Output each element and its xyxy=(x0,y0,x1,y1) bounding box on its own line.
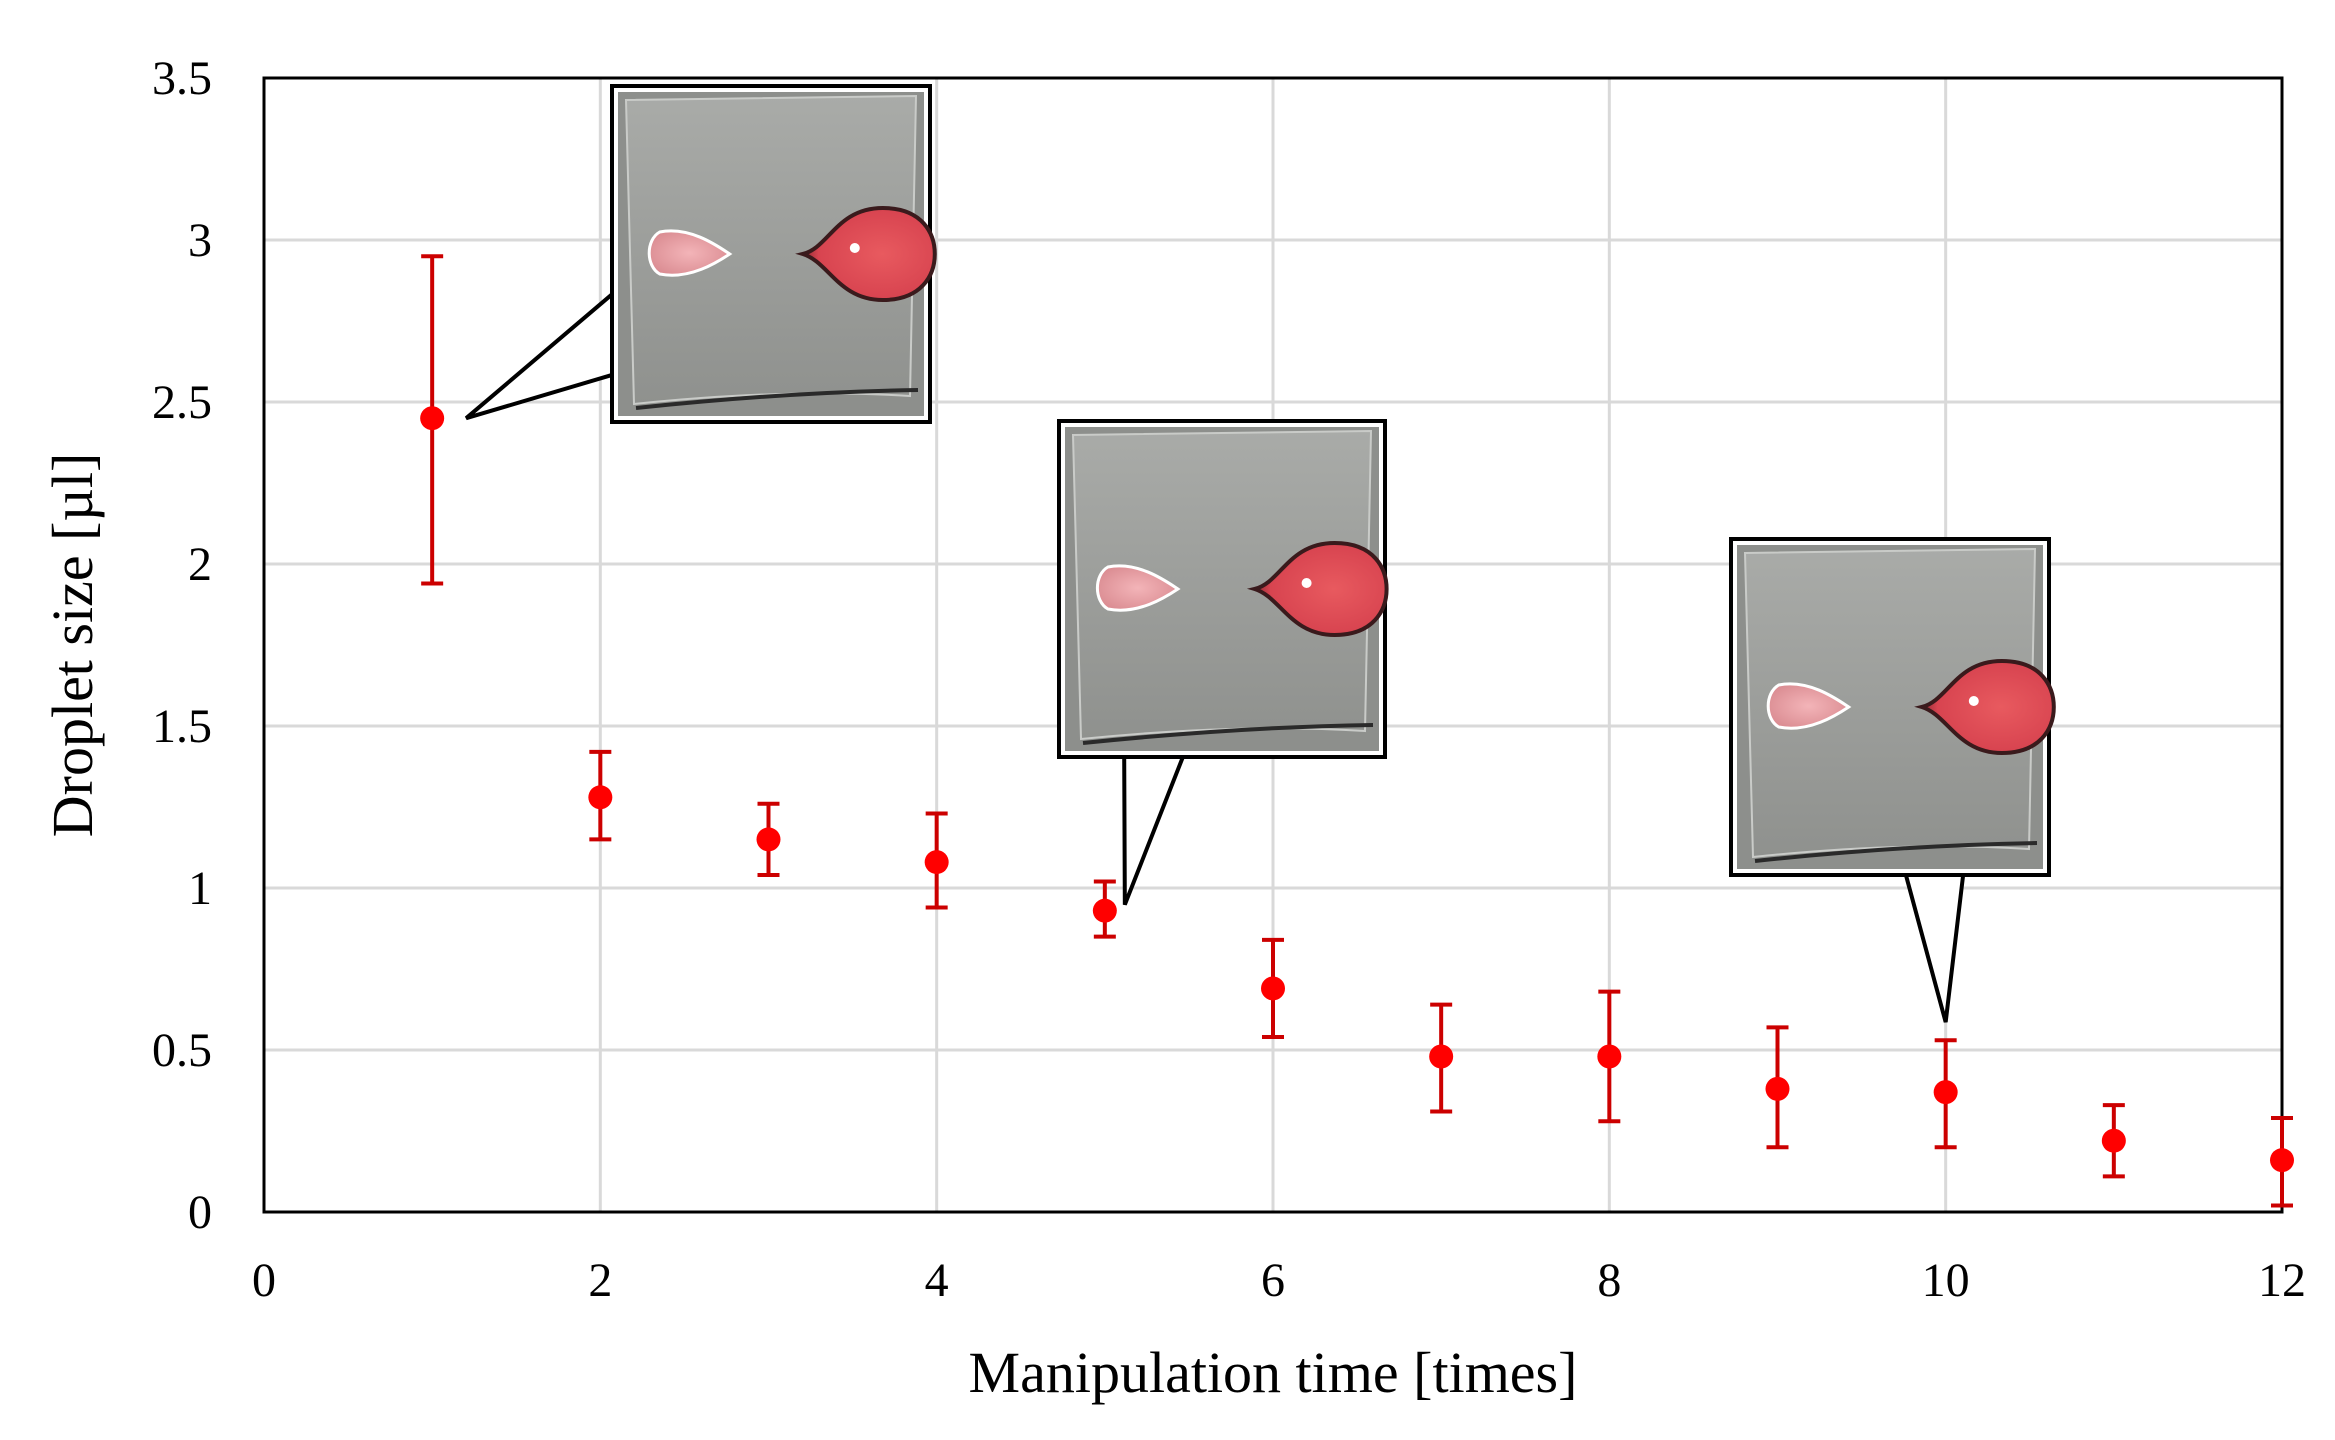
data-point xyxy=(588,785,613,810)
y-tick-label: 2 xyxy=(188,538,212,591)
y-axis-ticks: 0 0.5 1 1.5 2 2.5 3 3.5 xyxy=(152,52,212,1239)
x-tick-label: 8 xyxy=(1597,1254,1621,1307)
large-droplet xyxy=(795,205,937,303)
slide-edge-shadow xyxy=(1082,723,1374,745)
x-tick-label: 6 xyxy=(1261,1254,1285,1307)
x-tick-label: 2 xyxy=(588,1254,612,1307)
droplet-highlight xyxy=(1301,578,1312,588)
data-point xyxy=(1597,1044,1622,1069)
y-tick-label: 0.5 xyxy=(152,1024,212,1077)
large-droplet xyxy=(1246,540,1389,638)
data-point xyxy=(2270,1148,2294,1173)
y-tick-label: 1.5 xyxy=(152,700,212,753)
data-point xyxy=(756,827,781,852)
slide-edge-shadow xyxy=(1754,841,2038,863)
callout-pointer xyxy=(464,289,614,421)
photo-inset xyxy=(1057,419,1389,906)
small-droplet xyxy=(647,229,733,277)
data-point xyxy=(1429,1044,1454,1069)
y-tick-label: 2.5 xyxy=(152,376,212,429)
photo-insets xyxy=(464,84,2056,1023)
data-points xyxy=(420,406,2294,1173)
y-tick-label: 0 xyxy=(188,1186,212,1239)
x-axis-ticks: 0 2 4 6 8 10 12 xyxy=(252,1254,2306,1307)
x-tick-label: 4 xyxy=(925,1254,949,1307)
x-tick-label: 10 xyxy=(1922,1254,1970,1307)
y-tick-label: 3.5 xyxy=(152,52,212,105)
small-droplet xyxy=(1766,682,1852,730)
callout-pointer xyxy=(1903,873,1966,1023)
droplet-highlight xyxy=(1968,696,1979,706)
y-tick-label: 3 xyxy=(188,214,212,267)
plot-area-frame xyxy=(262,76,2284,1214)
data-point xyxy=(1933,1080,1958,1105)
photo-inset xyxy=(1729,537,2056,1023)
callout-pointer xyxy=(1122,755,1186,906)
y-tick-label: 1 xyxy=(188,862,212,915)
droplet-highlight xyxy=(849,243,860,253)
data-point xyxy=(924,850,949,875)
small-droplet xyxy=(1095,564,1181,612)
photo-inset xyxy=(464,84,937,424)
x-tick-label: 12 xyxy=(2258,1254,2306,1307)
data-point xyxy=(1261,976,1285,1001)
x-axis-title: Manipulation time [times] xyxy=(969,1340,1578,1405)
x-tick-label: 0 xyxy=(252,1254,276,1307)
slide-edge-shadow xyxy=(635,388,919,410)
data-point xyxy=(2101,1128,2126,1153)
data-point xyxy=(420,406,445,431)
y-axis-title: Droplet size [µl] xyxy=(40,453,105,838)
data-point xyxy=(1765,1076,1790,1101)
large-droplet xyxy=(1914,658,2056,756)
data-point xyxy=(1092,898,1117,923)
